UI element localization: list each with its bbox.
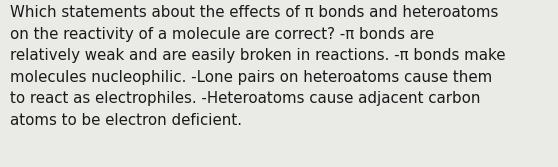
Text: Which statements about the effects of π bonds and heteroatoms
on the reactivity : Which statements about the effects of π … <box>10 5 506 128</box>
